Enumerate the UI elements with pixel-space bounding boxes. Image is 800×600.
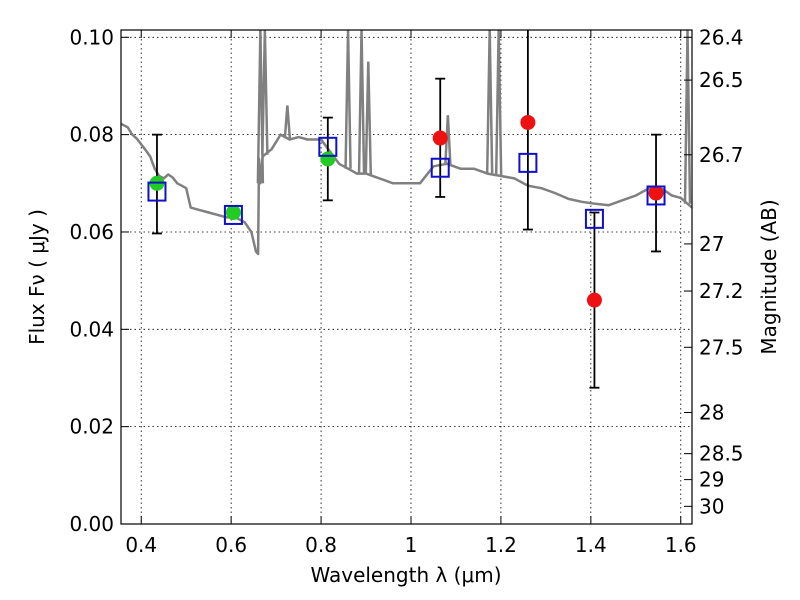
red-data-point (586, 292, 602, 308)
model-square-point (518, 152, 538, 173)
red-data-point (432, 130, 448, 146)
mag-tick-label: 29 (699, 468, 724, 492)
mag-tick-label: 26.5 (699, 68, 744, 92)
y-tick-label: 0.08 (69, 123, 114, 147)
red-data-point (520, 114, 536, 130)
spectrum-spike (357, 30, 366, 174)
x-tick-label: 1.2 (485, 533, 517, 557)
x-tick-label: 0.4 (125, 533, 157, 557)
data-layer (121, 30, 692, 256)
y-tick-label: 0.04 (69, 317, 114, 341)
green-data-point (320, 151, 336, 167)
spectrum-spike (485, 30, 494, 175)
y-tick-label: 0.10 (69, 25, 114, 49)
model-square-point (223, 204, 243, 225)
spectrum-spike (344, 30, 352, 169)
spectrum-spike (494, 30, 503, 176)
spectrum-spike (444, 115, 452, 165)
model-square-point (318, 136, 338, 157)
x-tick-label: 1.6 (665, 533, 697, 557)
marker-layer (147, 30, 666, 389)
model-square-point (584, 208, 604, 229)
spectrum-spike (283, 105, 292, 139)
y-tick-label: 0.06 (69, 220, 114, 244)
plot-frame (120, 29, 693, 525)
y-tick-label: 0.02 (69, 415, 114, 439)
x-tick-label: 1 (405, 533, 418, 557)
red-data-point (648, 185, 664, 201)
x-axis-label: Wavelength λ (μm) (310, 563, 501, 587)
mag-tick-label: 27 (699, 232, 724, 256)
axis-ticks: 0.4 0.6 0.8 1 1.2 1.4 1.6 0.00 0.02 0.04 0.06 0.08 0… (69, 25, 743, 557)
y-axis-label: Flux Fν ( μJy ) (25, 209, 49, 345)
mag-tick-label: 28 (699, 400, 724, 424)
x-tick-label: 0.8 (305, 533, 337, 557)
mag-tick-label: 26.4 (699, 25, 744, 49)
mag-tick-label: 28.5 (699, 442, 744, 466)
model-square-point (430, 157, 450, 178)
x-tick-label: 1.4 (575, 533, 607, 557)
mag-tick-label: 27.2 (699, 279, 744, 303)
mag-tick-label: 27.5 (699, 335, 744, 359)
y2-axis-label: Magnitude (AB) (757, 199, 781, 354)
mag-tick-label: 26.7 (699, 143, 744, 167)
spectrum-line (121, 122, 692, 256)
x-tick-label: 0.6 (215, 533, 247, 557)
spectrum-spike (364, 61, 373, 175)
plot-area (121, 30, 692, 524)
spectrum-spike (261, 30, 269, 155)
model-square-point (646, 185, 666, 206)
mag-tick-label: 30 (699, 494, 724, 518)
model-square-point (147, 181, 167, 202)
spectrum-spike (683, 30, 692, 204)
green-data-point (225, 205, 241, 221)
y-tick-label: 0.00 (69, 512, 114, 536)
